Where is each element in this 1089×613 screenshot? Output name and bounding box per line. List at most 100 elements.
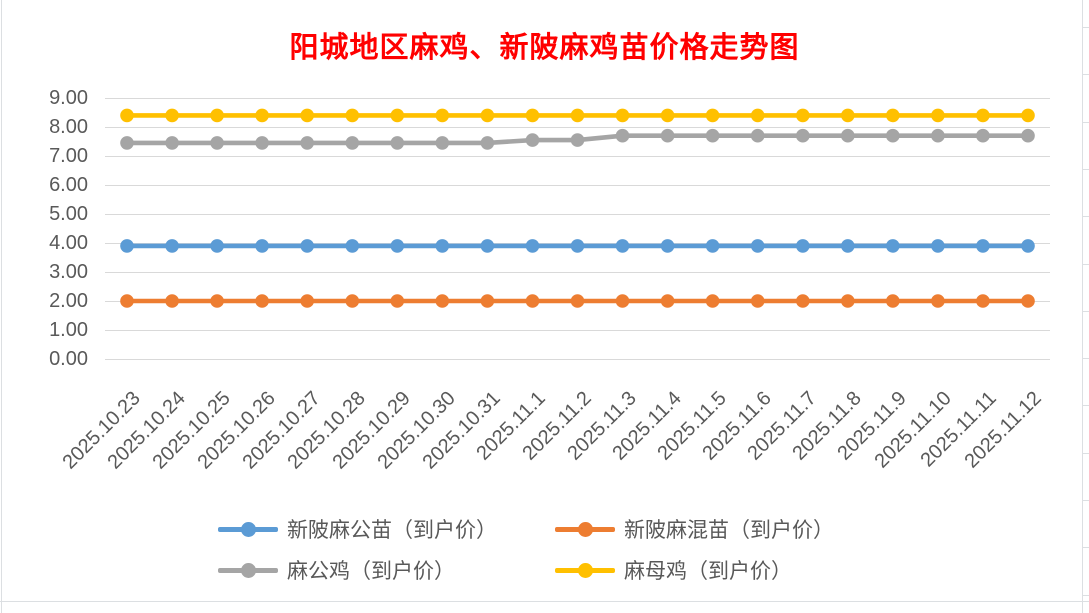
data-point [435, 108, 450, 123]
data-point [976, 239, 990, 253]
series-麻公鸡（到户价）[interactable] [120, 128, 1035, 150]
data-point [480, 294, 495, 308]
data-point [435, 239, 450, 253]
data-point [841, 128, 855, 143]
data-point [750, 294, 765, 308]
data-point [886, 108, 900, 123]
data-point [976, 128, 990, 143]
data-point [390, 136, 405, 150]
data-point [705, 239, 720, 253]
series-新陂麻公苗（到户价）[interactable] [120, 239, 1035, 253]
data-point [976, 108, 990, 123]
gridline [105, 127, 1050, 128]
y-axis-label: 6.00 [49, 174, 88, 196]
y-axis-label: 9.00 [49, 87, 88, 109]
sheet-gridline-bottom [0, 601, 1089, 602]
data-point [615, 108, 630, 123]
legend-item-xinpo-ma-hun-miao[interactable]: 新陂麻混苗（到户价） [555, 516, 834, 542]
sheet-row-line [1082, 547, 1089, 548]
y-axis-label: 1.00 [49, 319, 88, 341]
sheet-row-line [1082, 264, 1089, 265]
data-point [570, 133, 585, 147]
data-point [931, 128, 945, 143]
data-point [886, 294, 900, 308]
y-axis-label: 2.00 [49, 290, 88, 312]
data-point [1021, 239, 1035, 253]
legend-label: 新陂麻公苗（到户价） [287, 519, 497, 542]
data-point [886, 128, 900, 143]
data-point [300, 136, 315, 150]
data-point [525, 133, 540, 147]
data-point [841, 108, 855, 123]
series-麻母鸡（到户价）[interactable] [120, 108, 1035, 123]
data-point [841, 239, 855, 253]
data-point [1021, 128, 1035, 143]
legend-item-xinpo-ma-gong-miao[interactable]: 新陂麻公苗（到户价） [218, 516, 497, 542]
data-point [841, 294, 855, 308]
data-point [210, 136, 224, 150]
data-point [255, 294, 269, 308]
data-point [1021, 294, 1035, 308]
data-point [660, 294, 675, 308]
gridline [105, 98, 1050, 99]
data-point [255, 136, 269, 150]
y-axis-label: 3.00 [49, 261, 88, 283]
data-point [120, 136, 134, 150]
data-point [660, 128, 675, 143]
data-point [120, 294, 134, 308]
data-point [615, 239, 630, 253]
data-point [210, 239, 224, 253]
gridline [105, 185, 1050, 186]
sheet-row-line [1082, 453, 1089, 454]
y-axis-label: 5.00 [49, 203, 88, 225]
data-point [120, 108, 134, 123]
sheet-row-line [1082, 122, 1089, 123]
chart-title[interactable]: 阳城地区麻鸡、新陂麻鸡苗价格走势图 [289, 32, 800, 64]
data-point [165, 108, 179, 123]
y-axis-label: 7.00 [49, 145, 88, 167]
data-point [210, 108, 224, 123]
sheet-row-line [1082, 27, 1089, 28]
data-point [570, 294, 585, 308]
legend-item-ma-mu-ji[interactable]: 麻母鸡（到户价） [555, 557, 792, 583]
data-point [300, 294, 315, 308]
sheet-row-line [1082, 74, 1089, 75]
data-point [886, 239, 900, 253]
line-marker-icon [218, 516, 278, 542]
data-point [345, 136, 360, 150]
data-point [705, 294, 720, 308]
legend-item-ma-gong-ji[interactable]: 麻公鸡（到户价） [218, 557, 455, 583]
data-point [976, 294, 990, 308]
data-point [390, 294, 405, 308]
data-point [345, 294, 360, 308]
data-point [255, 239, 269, 253]
y-axis-label: 8.00 [49, 116, 88, 138]
data-point [165, 136, 179, 150]
data-point [390, 239, 405, 253]
data-point [435, 136, 450, 150]
gridline [105, 156, 1050, 157]
legend-label: 麻公鸡（到户价） [287, 560, 455, 583]
data-point [480, 136, 495, 150]
data-point [796, 239, 810, 253]
data-point [525, 239, 540, 253]
sheet-gridline-right [1082, 0, 1083, 613]
data-point [165, 239, 179, 253]
gridline [105, 330, 1050, 331]
data-point [615, 294, 630, 308]
y-axis-label: 0.00 [49, 348, 88, 370]
series-新陂麻混苗（到户价）[interactable] [120, 294, 1035, 308]
data-point [255, 108, 269, 123]
data-point [796, 294, 810, 308]
sheet-row-line [1082, 405, 1089, 406]
data-point [390, 108, 405, 123]
data-point [750, 128, 765, 143]
data-point [300, 108, 315, 123]
data-point [660, 108, 675, 123]
line-marker-icon [218, 557, 278, 583]
data-point [705, 108, 720, 123]
legend-label: 新陂麻混苗（到户价） [624, 519, 834, 542]
data-point [345, 108, 360, 123]
